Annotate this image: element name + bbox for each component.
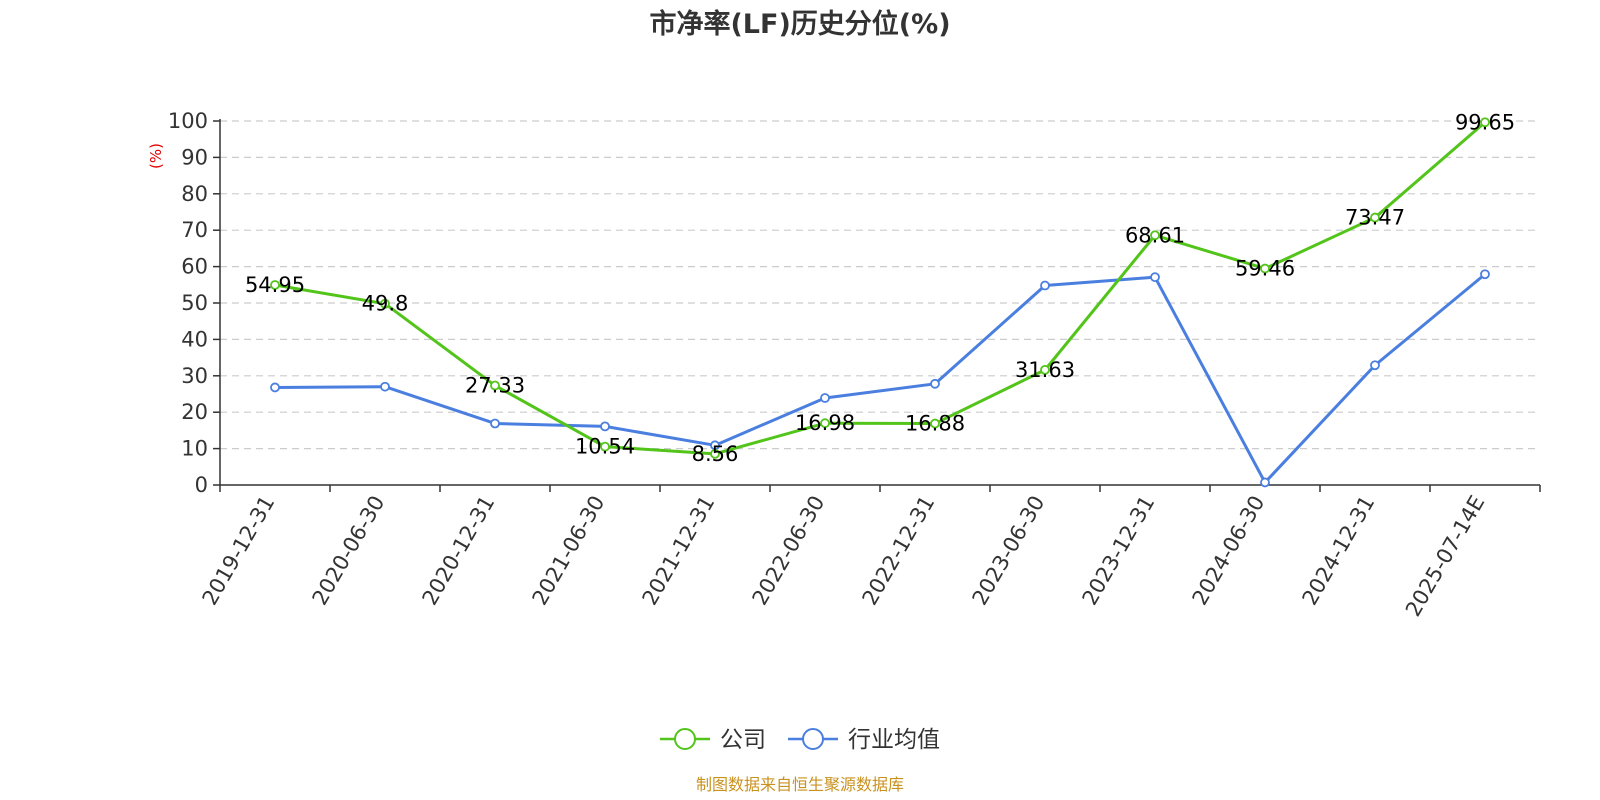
chart-title: 市净率(LF)历史分位(%) (649, 8, 950, 40)
data-point (600, 441, 610, 452)
data-point (270, 382, 280, 393)
data-point (490, 418, 500, 429)
data-label: 31.63 (1015, 358, 1075, 382)
data-labels: 54.95 49.8 27.33 10.54 8.56 16.98 16.88 31.63 68… (245, 110, 1515, 466)
data-point (600, 421, 610, 432)
y-tick-label: 100 (168, 109, 208, 133)
data-point (710, 448, 720, 459)
data-point (930, 418, 940, 429)
y-tick-label: 90 (181, 145, 208, 169)
x-tick-label: 2022-12-31 (858, 492, 940, 610)
data-label: 8.56 (692, 442, 739, 466)
x-tick-label: 2020-06-30 (308, 492, 390, 610)
data-point (1480, 269, 1490, 280)
y-tick-label: 60 (181, 255, 208, 279)
series-line-industry-average (274, 273, 1486, 484)
legend-label-company: 公司 (720, 727, 766, 753)
y-tick-label: 40 (181, 327, 208, 351)
legend: 公司 行业均值 (660, 727, 940, 753)
data-point (380, 381, 390, 392)
data-point (380, 298, 390, 309)
legend-label-industry-average: 行业均值 (848, 727, 940, 753)
x-tick-label: 2024-06-30 (1188, 492, 1270, 610)
axes: 0 10 20 30 40 50 60 70 80 90 100 2019-12-31 2020-06-… (168, 109, 1541, 621)
data-label: 16.88 (905, 412, 965, 436)
data-label: 10.54 (575, 435, 635, 459)
x-tick-label: 2023-06-30 (968, 492, 1050, 610)
x-tick-label: 2021-12-31 (638, 492, 720, 610)
gridlines (220, 120, 1540, 450)
data-point (1260, 263, 1270, 274)
legend-marker-industry-average (802, 728, 824, 750)
data-label: 27.33 (465, 374, 525, 398)
y-tick-label: 10 (181, 437, 208, 461)
x-tick-label: 2023-12-31 (1078, 492, 1160, 610)
data-point (1150, 272, 1160, 283)
series-lines (270, 117, 1490, 488)
series-line-company (274, 121, 1486, 456)
x-tick-label: 2020-12-31 (418, 492, 500, 610)
y-tick-label: 50 (181, 291, 208, 315)
data-point (1040, 364, 1050, 375)
x-tick-label: 2025-07-14E (1401, 492, 1489, 621)
data-label: 59.46 (1235, 257, 1295, 281)
x-tick-label: 2022-06-30 (748, 492, 830, 610)
x-tick-label: 2021-06-30 (528, 492, 610, 610)
data-point (1260, 477, 1270, 488)
data-label: 73.47 (1345, 206, 1405, 230)
y-tick-label: 30 (181, 364, 208, 388)
data-label: 99.65 (1455, 110, 1515, 134)
x-tick-label: 2019-12-31 (198, 492, 280, 610)
legend-marker-company (674, 728, 696, 750)
data-source-note: 制图数据来自恒生聚源数据库 (696, 775, 904, 794)
data-label: 49.8 (362, 292, 409, 316)
data-point (1370, 360, 1380, 371)
y-tick-label: 0 (195, 473, 208, 497)
y-tick-label: 80 (181, 182, 208, 206)
data-label: 54.95 (245, 273, 305, 297)
data-point (820, 393, 830, 403)
data-point (270, 280, 280, 290)
x-tick-label: 2024-12-31 (1298, 492, 1380, 610)
data-point (1370, 212, 1380, 223)
y-axis-unit-label: (%) (147, 143, 165, 169)
data-point (490, 380, 500, 391)
data-point (930, 378, 940, 389)
data-point (1040, 280, 1050, 291)
data-point (1150, 230, 1160, 241)
data-point (820, 418, 830, 429)
y-tick-label: 20 (181, 400, 208, 424)
data-label: 68.61 (1125, 223, 1185, 247)
data-label: 16.98 (795, 411, 855, 435)
data-point (1480, 117, 1490, 128)
y-tick-label: 70 (181, 218, 208, 242)
